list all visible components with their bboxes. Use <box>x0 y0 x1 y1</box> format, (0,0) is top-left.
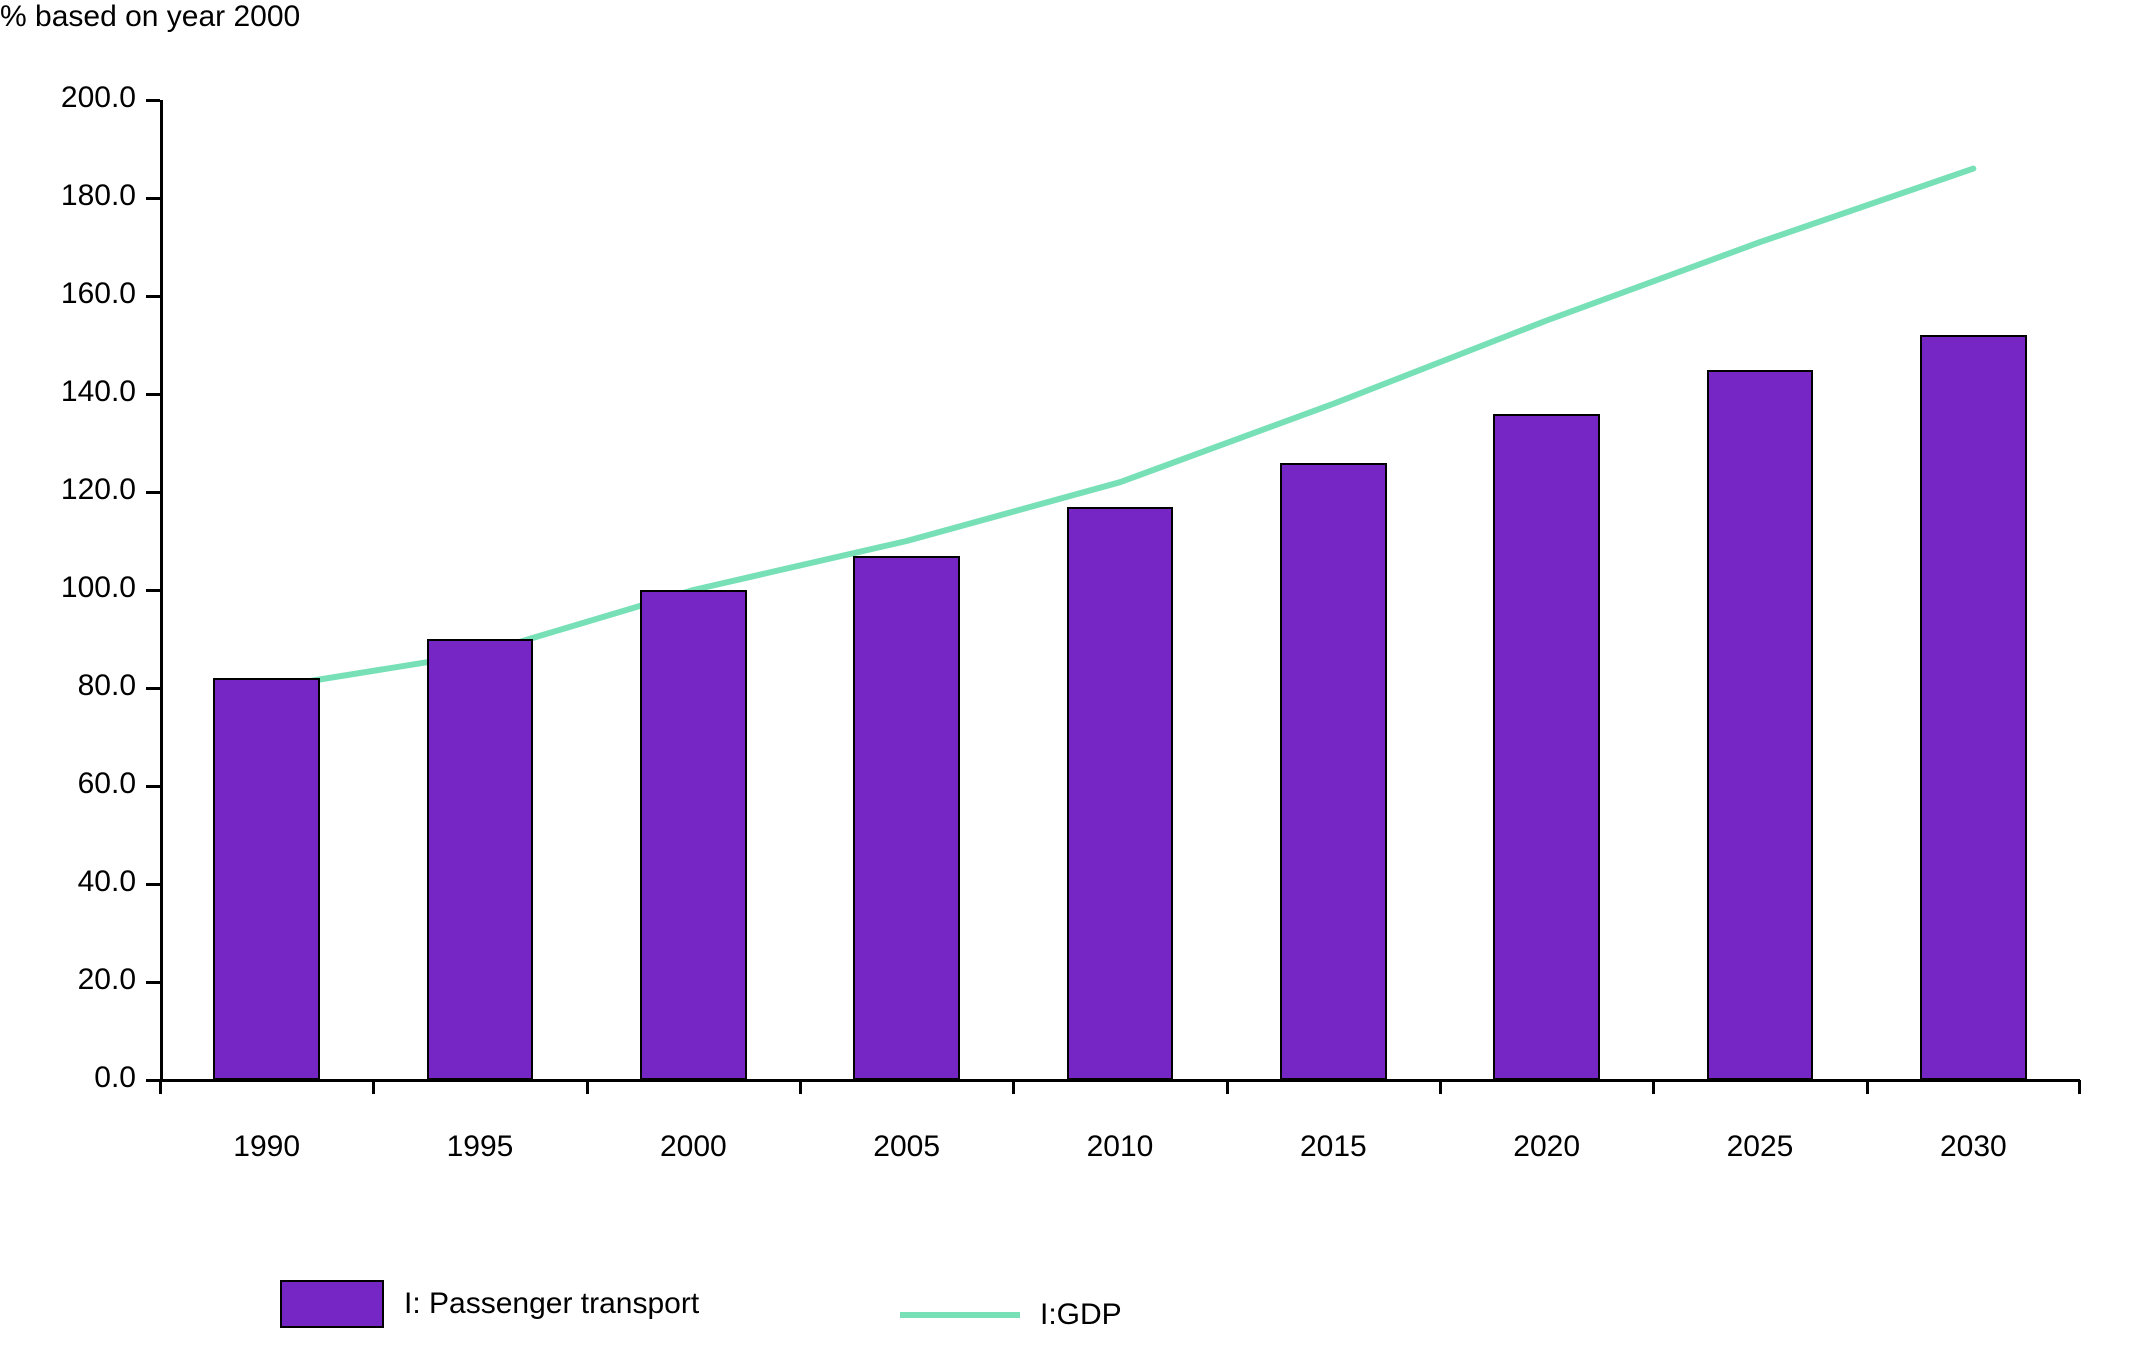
legend-item-bars: I: Passenger transport <box>280 1280 699 1328</box>
bar <box>640 590 747 1080</box>
legend-label-bars: I: Passenger transport <box>404 1287 699 1321</box>
x-tick-label: 2010 <box>1087 1130 1154 1164</box>
y-tick <box>146 785 160 788</box>
y-tick <box>146 589 160 592</box>
x-tick-label: 2025 <box>1727 1130 1794 1164</box>
legend-label-line: I:GDP <box>1040 1298 1122 1332</box>
x-tick <box>1226 1080 1229 1094</box>
bar <box>1280 463 1387 1080</box>
y-tick <box>146 1079 160 1082</box>
y-axis-title: % based on year 2000 <box>0 0 300 34</box>
y-tick-label: 40.0 <box>0 865 136 899</box>
y-tick <box>146 99 160 102</box>
bar <box>213 678 320 1080</box>
y-tick <box>146 491 160 494</box>
bar <box>427 639 534 1080</box>
y-tick-label: 180.0 <box>0 179 136 213</box>
x-tick-label: 2005 <box>873 1130 940 1164</box>
plot-area: 0.020.040.060.080.0100.0120.0140.0160.01… <box>160 100 2080 1080</box>
y-tick-label: 80.0 <box>0 669 136 703</box>
x-tick-label: 1995 <box>447 1130 514 1164</box>
x-tick <box>1439 1080 1442 1094</box>
x-tick-label: 2020 <box>1513 1130 1580 1164</box>
legend-item-line: I:GDP <box>900 1298 1122 1332</box>
bar <box>1920 335 2027 1080</box>
y-tick <box>146 393 160 396</box>
x-tick <box>1866 1080 1869 1094</box>
y-tick <box>146 687 160 690</box>
x-tick <box>586 1080 589 1094</box>
x-tick <box>2078 1080 2081 1094</box>
y-tick <box>146 883 160 886</box>
x-tick-label: 2015 <box>1300 1130 1367 1164</box>
x-tick <box>372 1080 375 1094</box>
y-tick <box>146 197 160 200</box>
y-tick-label: 200.0 <box>0 81 136 115</box>
x-tick-label: 2000 <box>660 1130 727 1164</box>
y-tick-label: 160.0 <box>0 277 136 311</box>
y-tick-label: 120.0 <box>0 473 136 507</box>
x-tick <box>159 1080 162 1094</box>
bar <box>1067 507 1174 1080</box>
y-tick-label: 60.0 <box>0 767 136 801</box>
legend-swatch-line <box>900 1312 1020 1318</box>
y-tick-label: 0.0 <box>0 1061 136 1095</box>
x-tick <box>799 1080 802 1094</box>
bar <box>853 556 960 1080</box>
x-tick-label: 1990 <box>233 1130 300 1164</box>
legend-swatch-bar <box>280 1280 384 1328</box>
x-tick <box>1652 1080 1655 1094</box>
chart-container: % based on year 2000 0.020.040.060.080.0… <box>0 0 2131 1362</box>
bar <box>1707 370 1814 1081</box>
y-tick-label: 140.0 <box>0 375 136 409</box>
y-tick <box>146 295 160 298</box>
x-tick-label: 2030 <box>1940 1130 2007 1164</box>
y-axis <box>160 100 163 1080</box>
bar <box>1493 414 1600 1080</box>
y-tick-label: 100.0 <box>0 571 136 605</box>
y-tick <box>146 981 160 984</box>
y-tick-label: 20.0 <box>0 963 136 997</box>
x-tick <box>1012 1080 1015 1094</box>
